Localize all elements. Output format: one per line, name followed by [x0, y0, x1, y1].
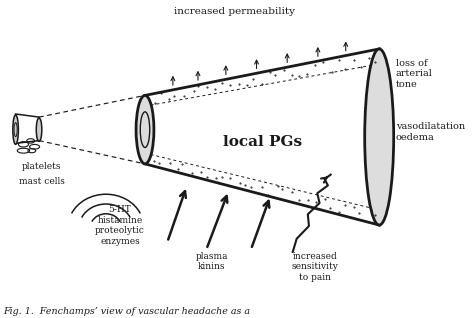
Text: local PGs: local PGs [222, 135, 301, 149]
Text: platelets: platelets [22, 162, 62, 171]
Polygon shape [16, 114, 39, 143]
Ellipse shape [365, 49, 394, 225]
Ellipse shape [136, 95, 154, 164]
Text: increased
sensitivity
to pain: increased sensitivity to pain [292, 252, 338, 282]
Ellipse shape [13, 115, 18, 144]
Text: Fig. 1.  Fenchamps’ view of vascular headache as a: Fig. 1. Fenchamps’ view of vascular head… [3, 307, 250, 316]
Text: mast cells: mast cells [19, 177, 65, 186]
Polygon shape [145, 49, 379, 225]
Text: plasma
kinins: plasma kinins [196, 252, 228, 271]
Text: 5-HT
histamine
proteolytic
enzymes: 5-HT histamine proteolytic enzymes [95, 205, 145, 246]
Text: loss of
arterial
tone: loss of arterial tone [396, 59, 433, 88]
Text: increased permeability: increased permeability [173, 7, 295, 16]
Text: vasodilatation
oedema: vasodilatation oedema [396, 122, 465, 142]
Ellipse shape [36, 118, 42, 142]
